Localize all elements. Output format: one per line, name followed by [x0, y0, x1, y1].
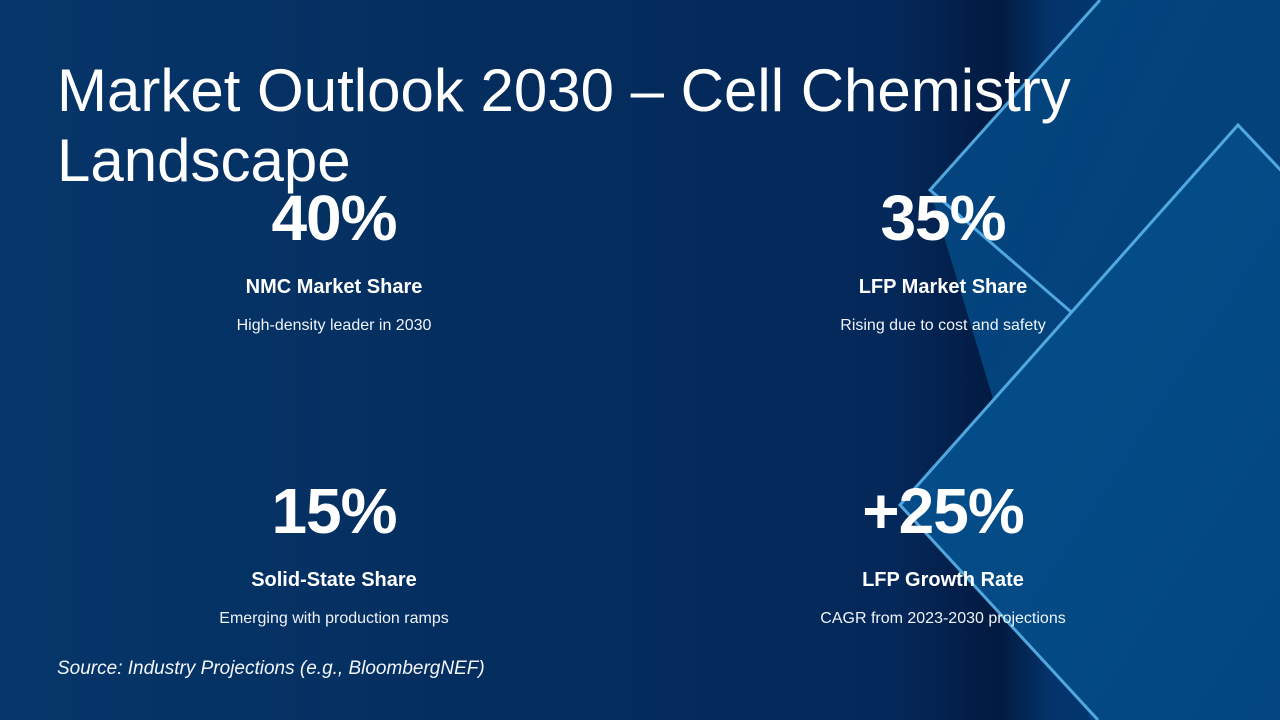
slide-title: Market Outlook 2030 – Cell Chemistry Lan… — [57, 57, 1071, 194]
stat-solid-state-share: 15% Solid-State Share Emerging with prod… — [134, 479, 534, 628]
stat-label: Solid-State Share — [251, 569, 417, 591]
inner-diamond — [900, 125, 1280, 720]
stat-value: +25% — [862, 475, 1024, 547]
stat-description: Rising due to cost and safety — [840, 317, 1046, 334]
stat-nmc-share: 40% NMC Market Share High-density leader… — [134, 186, 534, 335]
stat-label: LFP Market Share — [858, 276, 1028, 298]
stat-lfp-share: 35% LFP Market Share Rising due to cost … — [743, 186, 1143, 335]
stat-label: NMC Market Share — [245, 276, 423, 298]
stat-value: 35% — [880, 182, 1006, 254]
inner-diamond-edge — [897, 122, 1280, 720]
stat-description: High-density leader in 2030 — [236, 317, 432, 334]
source-note: Source: Industry Projections (e.g., Bloo… — [57, 658, 485, 679]
stat-description: CAGR from 2023-2030 projections — [820, 610, 1066, 627]
stat-label: LFP Growth Rate — [862, 569, 1024, 591]
stat-lfp-growth: +25% LFP Growth Rate CAGR from 2023-2030… — [743, 479, 1143, 628]
outer-diamond-edge — [927, 0, 1102, 332]
stat-value: 15% — [271, 475, 397, 547]
stat-value: 40% — [271, 182, 397, 254]
stat-description: Emerging with production ramps — [219, 610, 449, 627]
